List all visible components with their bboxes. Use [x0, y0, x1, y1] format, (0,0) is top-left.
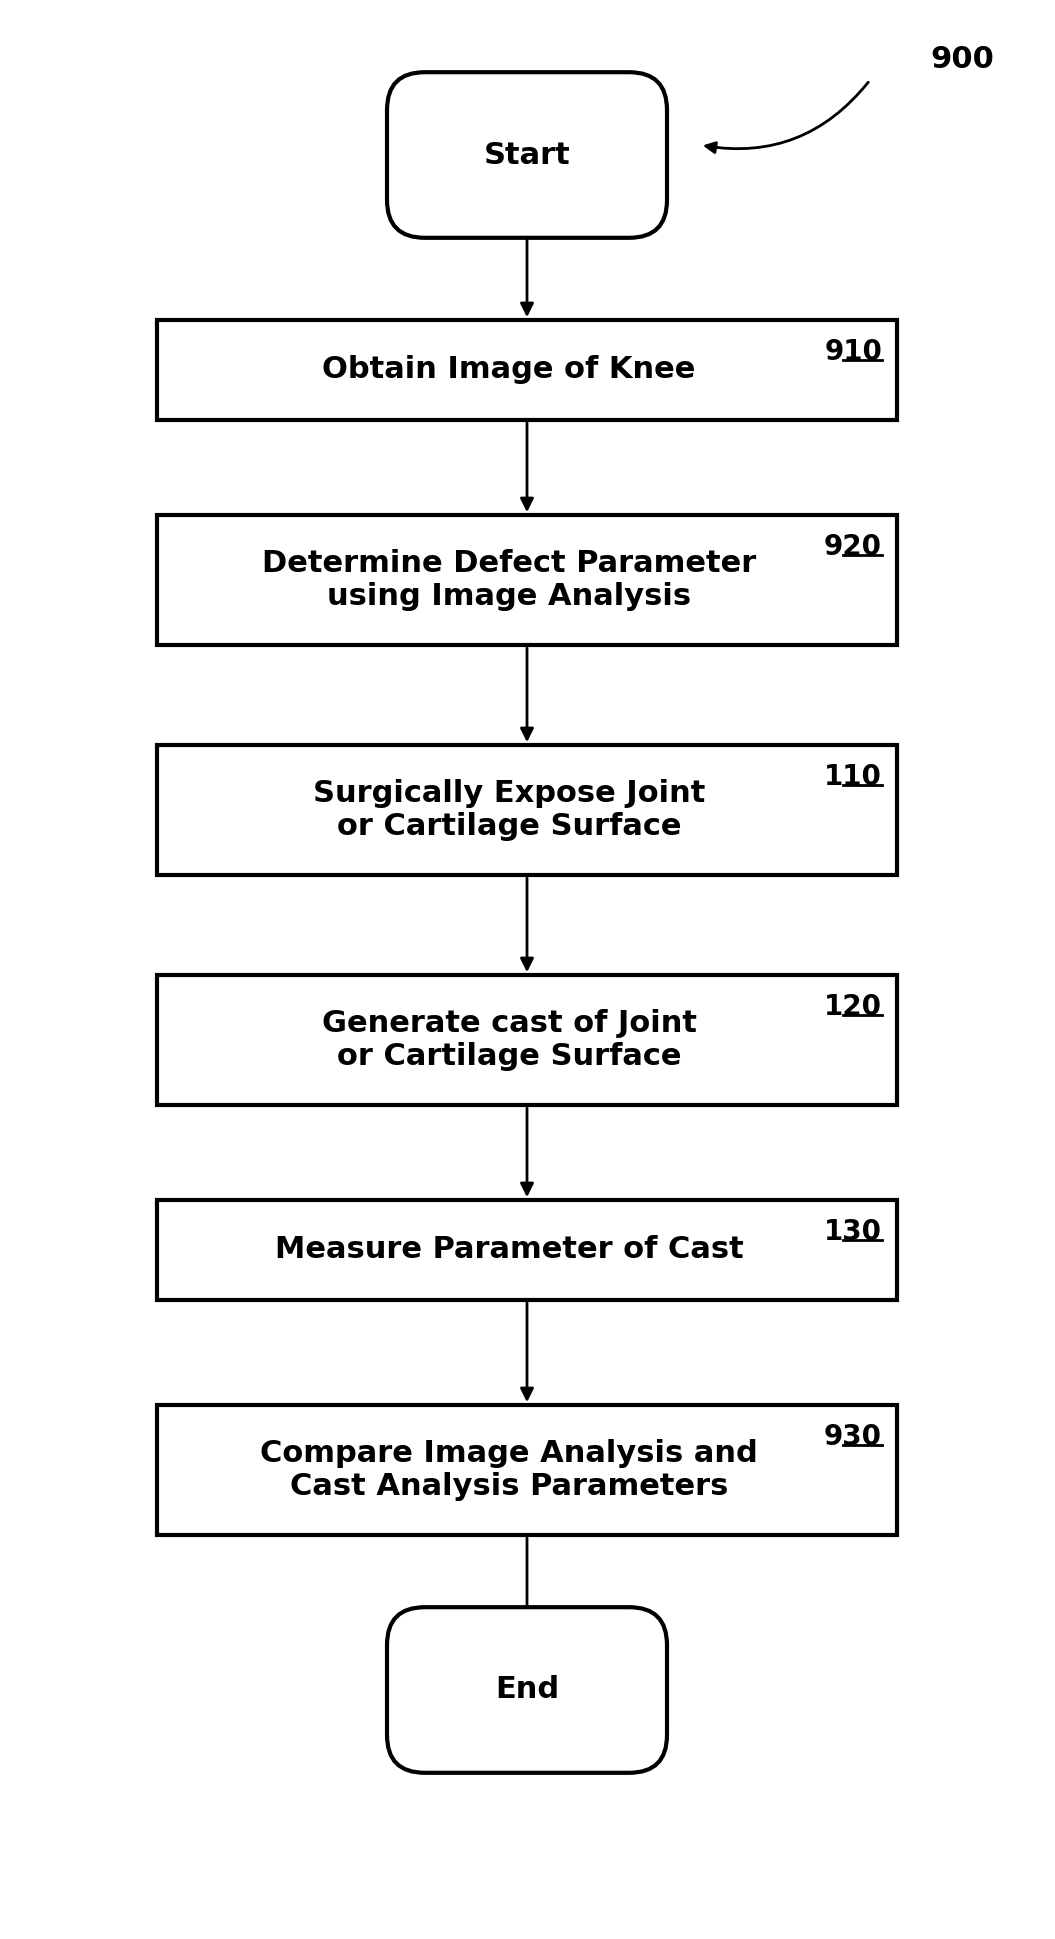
- FancyBboxPatch shape: [157, 1406, 897, 1536]
- FancyBboxPatch shape: [387, 1607, 667, 1772]
- FancyBboxPatch shape: [157, 516, 897, 646]
- FancyBboxPatch shape: [157, 1200, 897, 1299]
- Text: 130: 130: [824, 1218, 882, 1247]
- Text: Start: Start: [483, 140, 571, 169]
- Text: 930: 930: [824, 1423, 882, 1450]
- Text: Determine Defect Parameter
using Image Analysis: Determine Defect Parameter using Image A…: [262, 549, 756, 611]
- Text: 920: 920: [824, 533, 882, 560]
- Text: Compare Image Analysis and
Cast Analysis Parameters: Compare Image Analysis and Cast Analysis…: [261, 1439, 757, 1501]
- Text: 110: 110: [824, 764, 882, 791]
- Text: Generate cast of Joint
or Cartilage Surface: Generate cast of Joint or Cartilage Surf…: [322, 1008, 696, 1072]
- FancyBboxPatch shape: [387, 72, 667, 238]
- Text: Measure Parameter of Cast: Measure Parameter of Cast: [274, 1235, 744, 1264]
- Text: Surgically Expose Joint
or Cartilage Surface: Surgically Expose Joint or Cartilage Sur…: [313, 779, 705, 842]
- Text: 900: 900: [931, 45, 994, 74]
- Text: 910: 910: [824, 337, 882, 366]
- FancyBboxPatch shape: [157, 320, 897, 421]
- Text: End: End: [495, 1675, 559, 1704]
- FancyBboxPatch shape: [157, 745, 897, 874]
- FancyBboxPatch shape: [157, 975, 897, 1105]
- Text: 120: 120: [824, 993, 882, 1022]
- Text: Obtain Image of Knee: Obtain Image of Knee: [323, 355, 695, 384]
